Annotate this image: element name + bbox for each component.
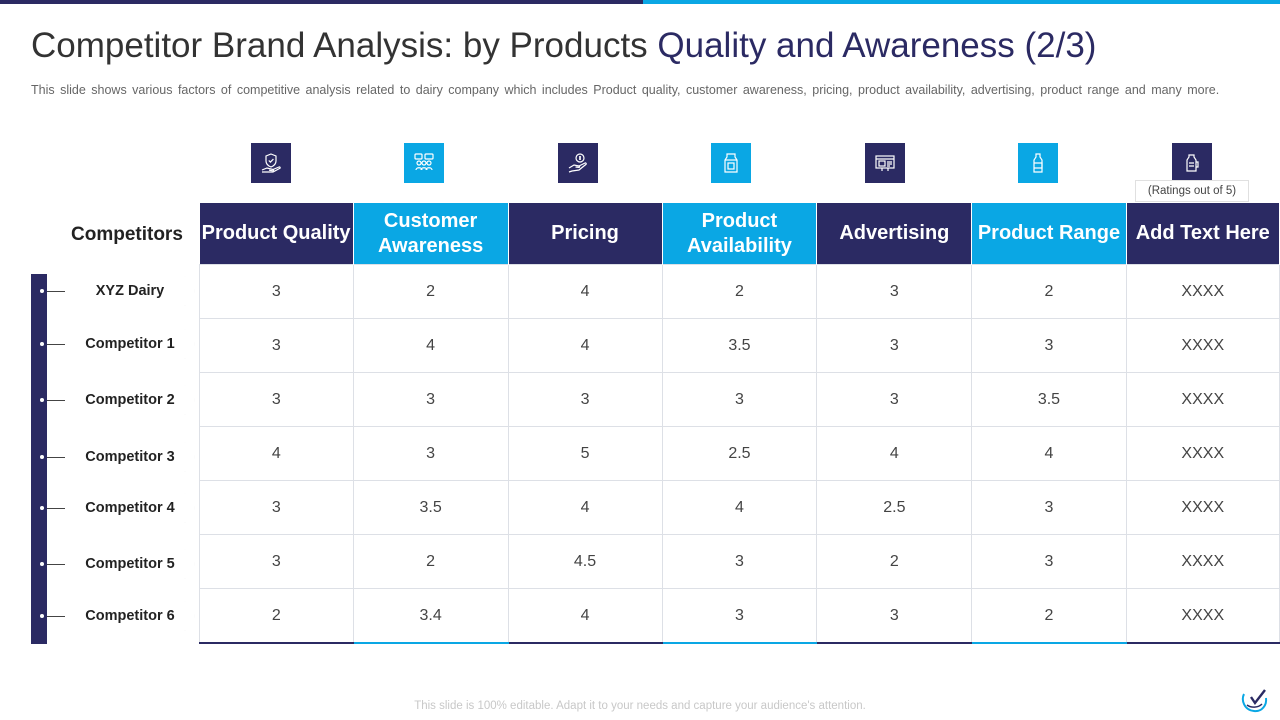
table-cell: 3.4: [352, 588, 509, 644]
table-cell: 4: [971, 426, 1127, 481]
table-cell: 4: [507, 480, 663, 535]
table-row: 3 3.5 4 4 2.5 3 XXXX: [199, 480, 1280, 535]
table-cell: 4: [507, 588, 663, 644]
table-cell: 4.5: [507, 534, 663, 589]
header-product-quality: Product Quality: [199, 203, 354, 265]
pricing-dollar-hand-icon: [558, 143, 598, 183]
table-cell: 4: [199, 426, 354, 481]
table-cell: 3: [199, 480, 354, 535]
competitor-label: Competitor 2: [40, 385, 195, 415]
competitor-label: Competitor 3: [40, 442, 195, 472]
table-cell: 3: [816, 264, 973, 319]
table-row: 3 2 4 2 3 2 XXXX: [199, 264, 1280, 319]
advertising-billboard-icon: [865, 143, 905, 183]
customer-group-icon: [404, 143, 444, 183]
table-cell: 3: [661, 534, 818, 589]
table-cell: XXXX: [1125, 534, 1280, 589]
table-cell: 2: [661, 264, 818, 319]
table-cell: 3: [971, 318, 1127, 373]
milk-carton-icon: [711, 143, 751, 183]
table-row: 2 3.4 4 3 3 2 XXXX: [199, 588, 1280, 644]
competitor-label: Competitor 5: [40, 549, 195, 579]
brand-logo-icon: [1241, 689, 1268, 713]
table-cell: 4: [507, 318, 663, 373]
page-title: Competitor Brand Analysis: by Products Q…: [31, 26, 1097, 65]
table-cell: 2.5: [816, 480, 973, 535]
table-cell: 3: [816, 372, 973, 427]
table-cell: 3: [352, 372, 509, 427]
page-subtitle: This slide shows various factors of comp…: [31, 83, 1220, 97]
table-row: 4 3 5 2.5 4 4 XXXX: [199, 426, 1280, 481]
table-cell: 3.5: [661, 318, 818, 373]
table-cell: 4: [352, 318, 509, 373]
table-cell: XXXX: [1125, 318, 1280, 373]
table-cell: 3: [816, 318, 973, 373]
top-accent-bar: [0, 0, 1280, 4]
table-cell: 2: [199, 588, 354, 644]
quality-shield-hand-icon: [251, 143, 291, 183]
table-cell: 3: [199, 372, 354, 427]
table-cell: 5: [507, 426, 663, 481]
table-cell: 4: [816, 426, 973, 481]
table-header-row: Product Quality Customer Awareness Prici…: [199, 203, 1280, 265]
table-cell: 2: [352, 264, 509, 319]
table-row: 3 2 4.5 3 2 3 XXXX: [199, 534, 1280, 589]
table-cell: 3: [971, 534, 1127, 589]
header-product-availability: Product Availability: [662, 203, 818, 265]
comparison-table: Product Quality Customer Awareness Prici…: [199, 203, 1280, 644]
table-cell: 3: [816, 588, 973, 644]
table-cell: 4: [661, 480, 818, 535]
table-cell: 3: [507, 372, 663, 427]
table-cell: 3.5: [971, 372, 1127, 427]
header-customer-awareness: Customer Awareness: [353, 203, 509, 265]
table-row: 3 3 3 3 3 3.5 XXXX: [199, 372, 1280, 427]
table-cell: 2.5: [661, 426, 818, 481]
table-cell: 3: [199, 318, 354, 373]
table-cell: 2: [816, 534, 973, 589]
table-cell: 3: [199, 264, 354, 319]
table-cell: XXXX: [1125, 588, 1280, 644]
header-product-range: Product Range: [971, 203, 1127, 265]
table-cell: 3.5: [352, 480, 509, 535]
competitor-label: Competitor 4: [40, 493, 195, 523]
table-cell: XXXX: [1125, 372, 1280, 427]
footer-note: This slide is 100% editable. Adapt it to…: [414, 700, 866, 712]
table-cell: 2: [971, 264, 1127, 319]
ratings-note: (Ratings out of 5): [1135, 180, 1249, 202]
competitor-sidebar-bar: [31, 274, 47, 644]
table-cell: XXXX: [1125, 426, 1280, 481]
competitor-label: Competitor 1: [40, 329, 195, 359]
table-cell: 3: [199, 534, 354, 589]
table-cell: 3: [971, 480, 1127, 535]
table-cell: XXXX: [1125, 264, 1280, 319]
competitor-label: XYZ Dairy: [40, 276, 195, 306]
table-row: 3 4 4 3.5 3 3 XXXX: [199, 318, 1280, 373]
milk-jug-icon: [1172, 143, 1212, 183]
table-cell: 3: [661, 588, 818, 644]
header-pricing: Pricing: [508, 203, 663, 265]
competitor-label: Competitor 6: [40, 601, 195, 631]
table-cell: 3: [661, 372, 818, 427]
table-cell: 4: [507, 264, 663, 319]
header-add-text: Add Text Here: [1126, 203, 1280, 265]
competitors-label: Competitors: [71, 224, 183, 245]
table-cell: 2: [971, 588, 1127, 644]
table-cell: 2: [352, 534, 509, 589]
milk-bottle-icon: [1018, 143, 1058, 183]
table-cell: XXXX: [1125, 480, 1280, 535]
table-cell: 3: [352, 426, 509, 481]
header-advertising: Advertising: [816, 203, 973, 265]
